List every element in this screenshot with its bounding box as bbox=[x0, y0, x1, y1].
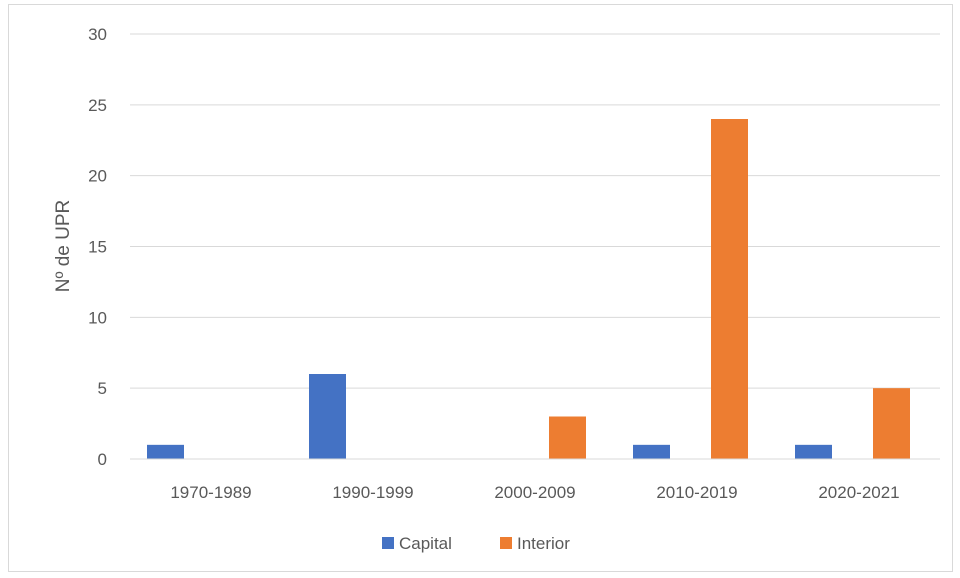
x-tick-label: 1990-1999 bbox=[332, 483, 413, 502]
y-axis-ticks: 0 5 10 15 20 25 30 bbox=[88, 25, 107, 469]
legend: Capital Interior bbox=[382, 534, 570, 553]
bar-capital-2020-2021 bbox=[795, 444, 832, 459]
bar-interior-2000-2009 bbox=[549, 416, 586, 459]
x-tick-label: 2000-2009 bbox=[494, 483, 575, 502]
x-axis-ticks: 1970-1989 1990-1999 2000-2009 2010-2019 2020… bbox=[170, 483, 899, 502]
y-tick-label: 30 bbox=[88, 25, 107, 44]
y-tick-label: 0 bbox=[98, 450, 107, 469]
bar-interior-2020-2021 bbox=[873, 388, 910, 459]
legend-label-interior: Interior bbox=[517, 534, 570, 553]
chart-frame bbox=[8, 4, 953, 572]
x-tick-label: 2010-2019 bbox=[656, 483, 737, 502]
bars bbox=[147, 119, 910, 459]
y-tick-label: 5 bbox=[98, 379, 107, 398]
legend-swatch-interior bbox=[500, 537, 512, 549]
bar-capital-2010-2019 bbox=[633, 444, 670, 459]
y-tick-label: 25 bbox=[88, 96, 107, 115]
bar-capital-1990-1999 bbox=[309, 374, 346, 459]
legend-label-capital: Capital bbox=[399, 534, 452, 553]
x-tick-label: 2020-2021 bbox=[818, 483, 899, 502]
y-axis-title: Nº de UPR bbox=[53, 200, 74, 292]
gridlines bbox=[130, 33, 940, 389]
y-tick-label: 10 bbox=[88, 308, 107, 327]
y-tick-label: 20 bbox=[88, 167, 107, 186]
bar-interior-2010-2019 bbox=[711, 119, 748, 459]
bar-capital-1970-1989 bbox=[147, 444, 184, 459]
y-tick-label: 15 bbox=[88, 238, 107, 257]
x-tick-label: 1970-1989 bbox=[170, 483, 251, 502]
legend-swatch-capital bbox=[382, 537, 394, 549]
